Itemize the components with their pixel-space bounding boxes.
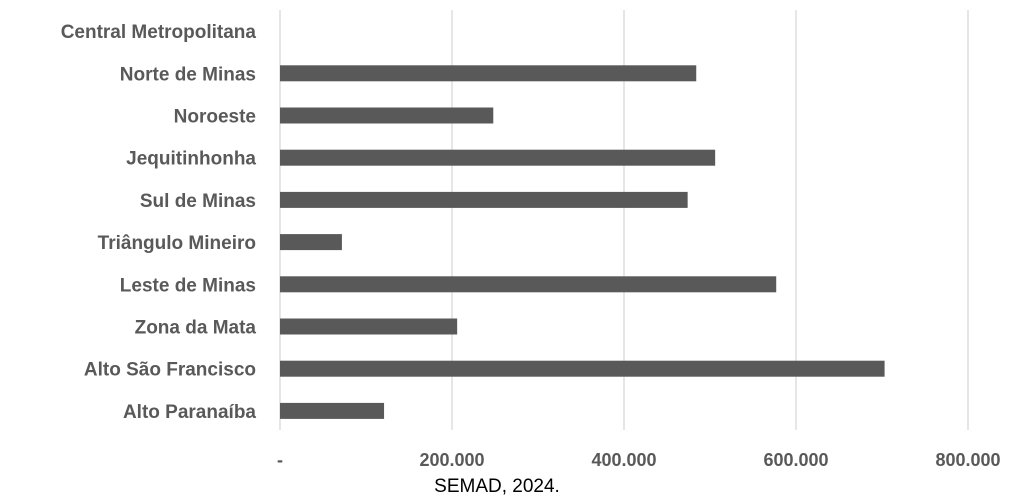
source-caption: SEMAD, 2024.: [434, 476, 560, 497]
x-axis-tick-labels: - 200.000 400.000 600.000 800.000: [277, 450, 1001, 470]
bars: [280, 65, 885, 419]
x-tick-label: -: [277, 450, 283, 470]
category-label: Central Metropolitana: [61, 22, 257, 43]
x-tick-label: 600.000: [763, 450, 828, 470]
bar: [280, 149, 716, 166]
bar: [280, 107, 494, 124]
bar: [280, 234, 342, 251]
bar: [280, 276, 777, 293]
category-label: Noroeste: [174, 107, 256, 128]
category-labels: Central Metropolitana Norte de Minas Noroe…: [61, 22, 257, 423]
bar: [280, 318, 458, 335]
bar: [280, 65, 697, 82]
x-tick-label: 800.000: [935, 450, 1000, 470]
bar: [280, 360, 885, 377]
category-label: Triângulo Mineiro: [98, 233, 256, 254]
category-label: Zona da Mata: [135, 318, 257, 339]
category-label: Alto Paranaíba: [123, 402, 256, 423]
x-tick-label: 200.000: [419, 450, 484, 470]
category-label: Norte de Minas: [120, 64, 256, 85]
category-label: Sul de Minas: [140, 191, 256, 212]
category-label: Jequitinhonha: [126, 149, 256, 170]
category-label: Alto São Francisco: [84, 360, 256, 381]
category-label: Leste de Minas: [120, 275, 256, 296]
x-tick-label: 400.000: [591, 450, 656, 470]
bar: [280, 191, 688, 208]
bar: [280, 402, 385, 419]
